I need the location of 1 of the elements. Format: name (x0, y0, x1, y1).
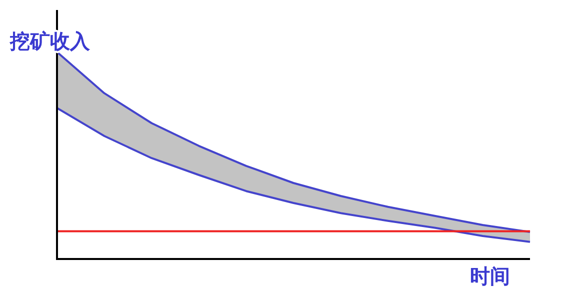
x-axis-title: 时间 (470, 264, 510, 288)
